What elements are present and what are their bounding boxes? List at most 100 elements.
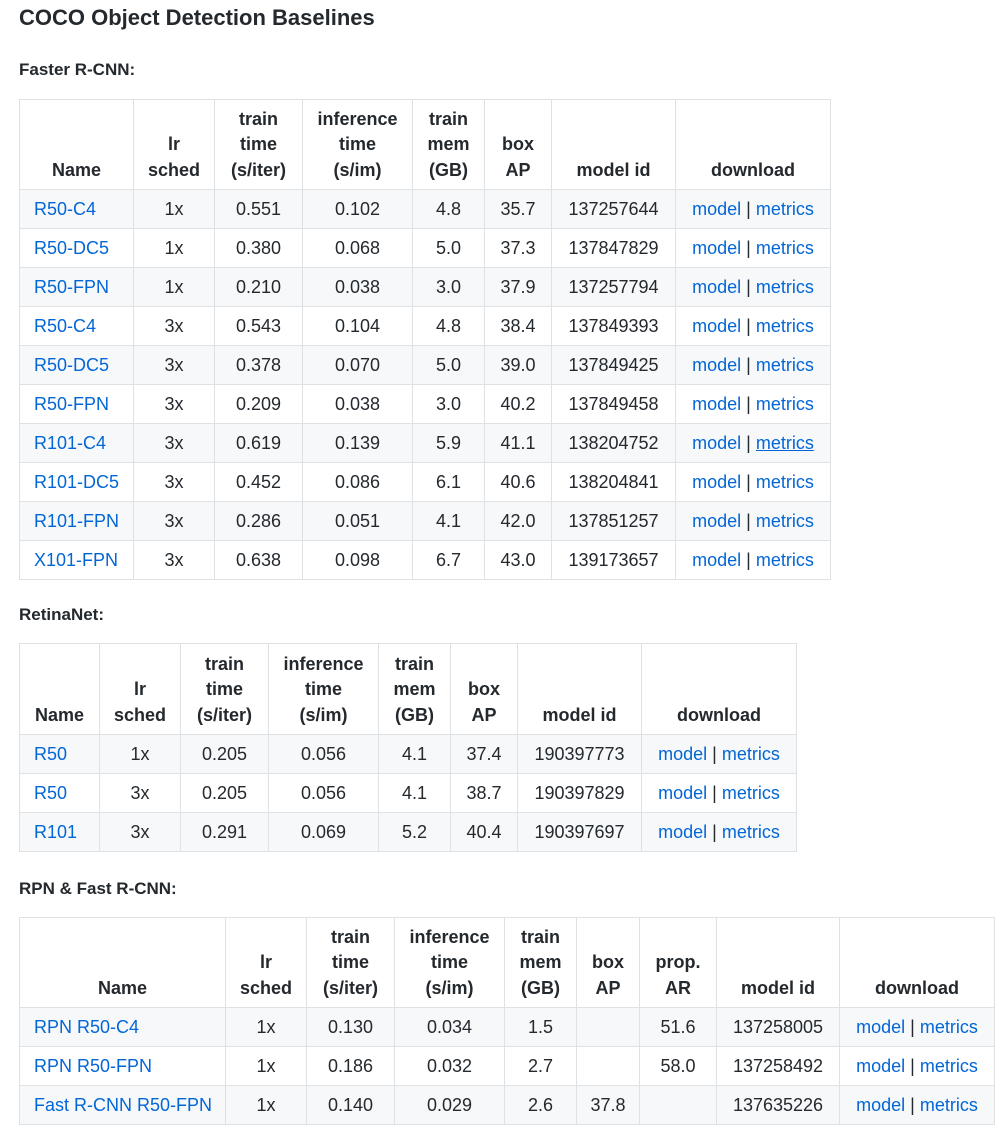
cell-name: Fast R-CNN R50-FPN (19, 1085, 226, 1125)
metrics-download-link[interactable]: metrics (755, 237, 814, 258)
metrics-download-link[interactable]: metrics (721, 821, 780, 842)
metrics-download-link[interactable]: metrics (755, 432, 814, 453)
metrics-download-link[interactable]: metrics (919, 1016, 978, 1037)
metrics-download-link[interactable]: metrics (755, 549, 814, 570)
metrics-download-link[interactable]: metrics (919, 1094, 978, 1115)
cell-download: model | metrics (675, 384, 831, 424)
metrics-download-link[interactable]: metrics (755, 393, 814, 414)
model-name-link[interactable]: R50-C4 (34, 198, 97, 219)
cell-inference-time: 0.032 (394, 1046, 505, 1086)
cell-model-id: 137258005 (716, 1007, 840, 1047)
metrics-download-link[interactable]: metrics (755, 198, 814, 219)
cell-download: model | metrics (675, 462, 831, 502)
model-download-link[interactable]: model (856, 1016, 906, 1037)
model-download-link[interactable]: model (692, 198, 742, 219)
header-text: train (204, 653, 244, 674)
cell-train-time: 0.205 (180, 773, 269, 813)
model-download-link[interactable]: model (692, 549, 742, 570)
header-inference-time: inference time (s/im) (302, 99, 413, 190)
model-name-link[interactable]: R101-FPN (34, 510, 120, 531)
model-download-link[interactable]: model (658, 743, 708, 764)
metrics-download-link[interactable]: metrics (755, 471, 814, 492)
model-name-link[interactable]: R101 (34, 821, 78, 842)
section-title-faster-rcnn: Faster R-CNN: (19, 60, 136, 79)
faster-rcnn-table: Name lr sched train time (s/iter) inference… (19, 99, 831, 580)
header-text: inference (409, 926, 490, 947)
model-download-link[interactable]: model (692, 237, 742, 258)
cell-lr-sched: 3x (99, 812, 181, 852)
header-lr-sched: lr sched (133, 99, 215, 190)
model-name-link[interactable]: R50-FPN (34, 276, 110, 297)
model-name-link[interactable]: RPN R50-C4 (34, 1016, 140, 1037)
cell-model-id: 137849458 (551, 384, 676, 424)
model-download-link[interactable]: model (658, 782, 708, 803)
cell-train-time: 0.130 (306, 1007, 395, 1047)
cell-inference-time: 0.034 (394, 1007, 505, 1047)
model-name-link[interactable]: R50-C4 (34, 315, 97, 336)
table-row: R101-FPN 3x 0.286 0.051 4.1 42.0 137851257 mode… (19, 501, 831, 541)
cell-box-ap: 40.6 (484, 462, 552, 502)
model-name-link[interactable]: X101-FPN (34, 549, 119, 570)
model-download-link[interactable]: model (658, 821, 708, 842)
metrics-download-link[interactable]: metrics (721, 743, 780, 764)
metrics-download-link[interactable]: metrics (755, 354, 814, 375)
cell-model-id: 137635226 (716, 1085, 840, 1125)
header-text: (s/im) (299, 704, 348, 725)
cell-download: model | metrics (675, 423, 831, 463)
model-name-link[interactable]: R50 (34, 743, 68, 764)
model-name-link[interactable]: R101-C4 (34, 432, 107, 453)
header-train-time: train time (s/iter) (306, 917, 395, 1008)
link-separator: | (746, 393, 751, 414)
header-download: download (641, 643, 797, 735)
cell-train-mem: 2.6 (504, 1085, 577, 1125)
link-separator: | (746, 354, 751, 375)
model-name-link[interactable]: Fast R-CNN R50-FPN (34, 1094, 213, 1115)
cell-download: model | metrics (839, 1007, 995, 1047)
model-download-link[interactable]: model (856, 1094, 906, 1115)
section-title-retinanet: RetinaNet: (19, 605, 105, 624)
model-download-link[interactable]: model (692, 315, 742, 336)
header-train-time: train time (s/iter) (180, 643, 269, 735)
header-model-id: model id (551, 99, 676, 190)
page-title: COCO Object Detection Baselines (19, 5, 375, 30)
header-text: train (394, 653, 434, 674)
model-download-link[interactable]: model (692, 432, 742, 453)
model-download-link[interactable]: model (692, 471, 742, 492)
cell-inference-time: 0.086 (302, 462, 413, 502)
cell-lr-sched: 1x (225, 1007, 307, 1047)
model-name-link[interactable]: R50 (34, 782, 68, 803)
link-separator: | (746, 276, 751, 297)
model-name-link[interactable]: R101-DC5 (34, 471, 120, 492)
metrics-download-link[interactable]: metrics (755, 315, 814, 336)
link-separator: | (746, 549, 751, 570)
cell-lr-sched: 3x (133, 501, 215, 541)
header-train-mem: train mem (GB) (378, 643, 451, 735)
metrics-download-link[interactable]: metrics (721, 782, 780, 803)
cell-inference-time: 0.038 (302, 267, 413, 307)
model-name-link[interactable]: R50-DC5 (34, 237, 110, 258)
model-download-link[interactable]: model (692, 510, 742, 531)
cell-box-ap: 42.0 (484, 501, 552, 541)
model-name-link[interactable]: R50-FPN (34, 393, 110, 414)
header-text: time (430, 952, 468, 972)
model-download-link[interactable]: model (692, 276, 742, 297)
model-download-link[interactable]: model (692, 354, 742, 375)
cell-download: model | metrics (675, 267, 831, 307)
cell-inference-time: 0.051 (302, 501, 413, 541)
metrics-download-link[interactable]: metrics (919, 1055, 978, 1076)
model-download-link[interactable]: model (856, 1055, 906, 1076)
cell-download: model | metrics (839, 1046, 995, 1086)
cell-download: model | metrics (675, 540, 831, 580)
header-text: prop. (655, 952, 701, 972)
cell-train-mem: 5.0 (412, 345, 485, 385)
cell-lr-sched: 1x (99, 734, 181, 774)
header-text: lr (259, 952, 272, 972)
cell-lr-sched: 3x (99, 773, 181, 813)
link-separator: | (746, 315, 751, 336)
model-name-link[interactable]: RPN R50-FPN (34, 1055, 153, 1076)
metrics-download-link[interactable]: metrics (755, 510, 814, 531)
model-name-link[interactable]: R50-DC5 (34, 354, 110, 375)
header-text: download (677, 704, 761, 725)
model-download-link[interactable]: model (692, 393, 742, 414)
metrics-download-link[interactable]: metrics (755, 276, 814, 297)
